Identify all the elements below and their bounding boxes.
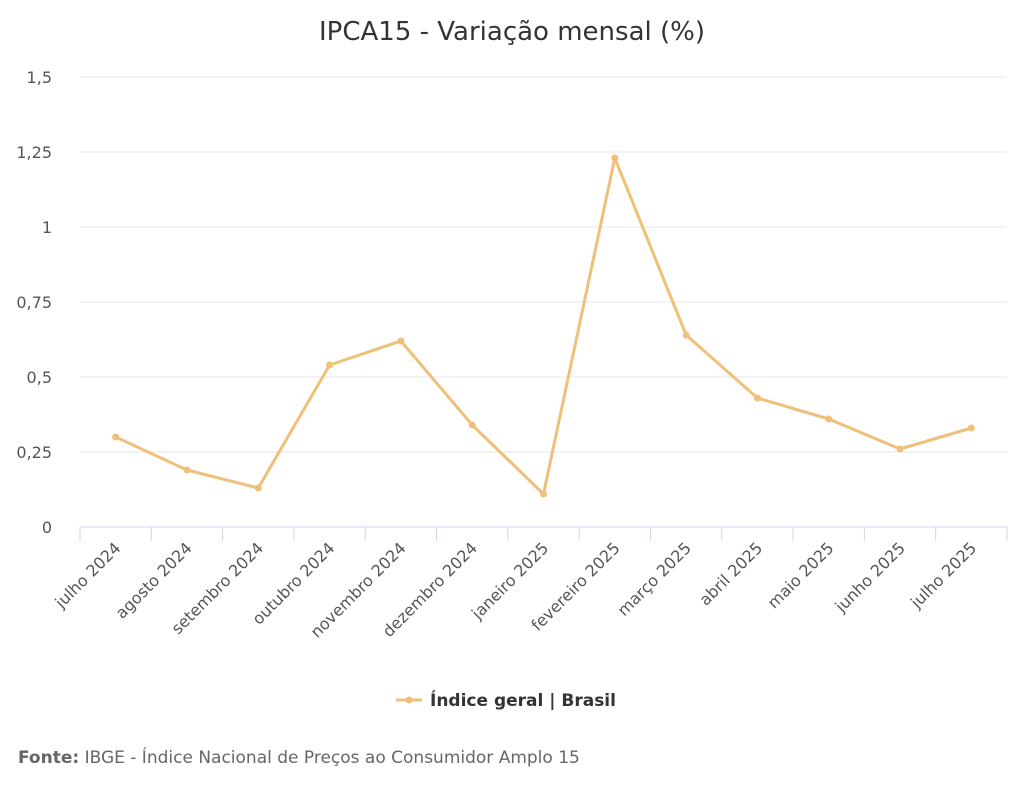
data-point[interactable] — [967, 424, 975, 432]
legend-label[interactable]: Índice geral | Brasil — [430, 689, 616, 711]
data-point[interactable] — [326, 361, 334, 369]
y-axis: 0 0,25 0,5 0,75 1 1,25 1,5 — [16, 68, 52, 537]
series — [112, 154, 975, 498]
data-point[interactable] — [112, 433, 120, 441]
y-tick-label: 0 — [42, 518, 52, 537]
chart-title: IPCA15 - Variação mensal (%) — [319, 17, 705, 47]
source-text: IBGE - Índice Nacional de Preços ao Cons… — [84, 748, 580, 768]
data-point[interactable] — [682, 331, 690, 339]
source-note: Fonte: IBGE - Índice Nacional de Preços … — [18, 748, 580, 768]
data-point[interactable] — [254, 484, 262, 492]
data-point[interactable] — [896, 445, 904, 453]
data-point[interactable] — [397, 337, 405, 345]
y-tick-label: 1 — [42, 218, 52, 237]
x-tick-label: julho 2025 — [906, 538, 980, 612]
x-tick-label: março 2025 — [614, 538, 695, 619]
y-tick-label: 0,5 — [27, 368, 52, 387]
data-point[interactable] — [540, 490, 547, 498]
x-tick-label: abril 2025 — [695, 538, 766, 609]
x-tick-label: julho 2024 — [50, 538, 124, 612]
y-tick-label: 1,5 — [27, 68, 52, 87]
data-point[interactable] — [468, 421, 476, 429]
series-line — [114, 156, 973, 496]
grid — [80, 76, 1007, 453]
data-point[interactable] — [753, 394, 761, 402]
data-point[interactable] — [183, 466, 191, 474]
data-point[interactable] — [611, 154, 619, 162]
legend[interactable]: Índice geral | Brasil — [396, 689, 616, 711]
y-tick-label: 1,25 — [16, 143, 52, 162]
x-tick-label: maio 2025 — [764, 538, 838, 612]
data-point[interactable] — [825, 415, 833, 423]
y-tick-label: 0,75 — [16, 293, 52, 312]
x-tick-label: junho 2025 — [831, 538, 909, 616]
y-tick-label: 0,25 — [16, 443, 52, 462]
legend-swatch-marker — [405, 696, 413, 704]
source-label: Fonte: — [18, 748, 80, 768]
